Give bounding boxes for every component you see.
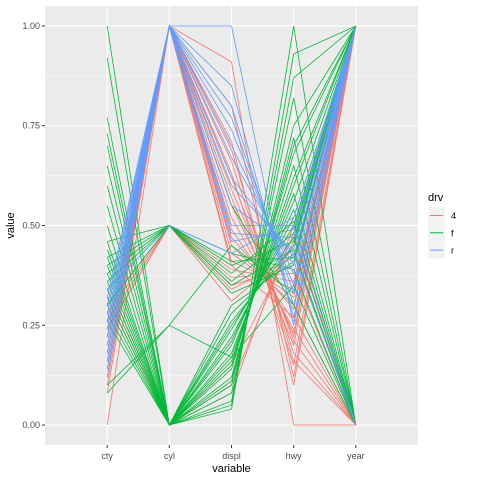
series-line: [106, 25, 357, 426]
series-line: [106, 25, 357, 426]
series-line: [106, 24, 357, 346]
series-line: [106, 24, 357, 386]
x-axis-title: variable: [212, 463, 251, 475]
series-line: [106, 25, 357, 426]
x-tick-label: displ: [222, 451, 241, 461]
x-tick-label: hwy: [286, 451, 303, 461]
series-line: [106, 192, 357, 426]
series-lines: [106, 24, 357, 426]
legend-label: f: [451, 228, 454, 238]
series-line: [106, 24, 357, 338]
series-line: [106, 25, 357, 282]
series-line: [106, 25, 357, 426]
series-line: [106, 137, 357, 426]
y-tick-label: 0.00: [22, 420, 40, 430]
y-tick-label: 0.25: [22, 320, 40, 330]
series-line: [106, 25, 357, 426]
series-line: [106, 284, 357, 426]
series-line: [106, 25, 356, 426]
series-line: [106, 220, 357, 426]
legend-label: r: [451, 246, 454, 256]
series-line: [106, 25, 357, 426]
series-line: [106, 25, 356, 426]
legend-label: 4: [451, 211, 456, 221]
series-line: [106, 208, 357, 426]
series-line: [106, 24, 357, 314]
y-tick-label: 0.75: [22, 121, 40, 131]
y-axis-ticks: 0.00 0.25 0.50 0.75 1.00: [22, 21, 45, 430]
y-axis-title: value: [5, 212, 17, 238]
y-tick-label: 1.00: [22, 21, 40, 31]
series-line: [106, 24, 357, 426]
series-line: [106, 164, 357, 426]
series-line: [107, 225, 357, 426]
series-line: [106, 25, 357, 370]
series-line: [106, 97, 357, 426]
y-tick-label: 0.50: [22, 221, 40, 231]
series-r: [106, 24, 357, 426]
series-line: [106, 24, 357, 354]
x-tick-label: cyl: [164, 451, 175, 461]
series-line: [106, 24, 357, 306]
series-line: [106, 25, 357, 426]
series-line: [106, 25, 357, 378]
series-line: [106, 25, 357, 282]
series-f: [106, 24, 357, 426]
series-line: [106, 25, 357, 426]
series-line: [106, 25, 357, 290]
legend: drv 4 fr: [428, 192, 456, 259]
series-line: [106, 25, 357, 362]
x-tick-label: year: [347, 451, 365, 461]
legend-title: drv: [428, 192, 444, 204]
series-line: [106, 24, 357, 298]
series-line: [106, 224, 357, 426]
series-line: [106, 25, 357, 426]
series-line: [106, 236, 357, 426]
x-tick-label: cty: [101, 451, 113, 461]
x-axis-ticks: cty cyl displ hwy year: [101, 445, 365, 461]
